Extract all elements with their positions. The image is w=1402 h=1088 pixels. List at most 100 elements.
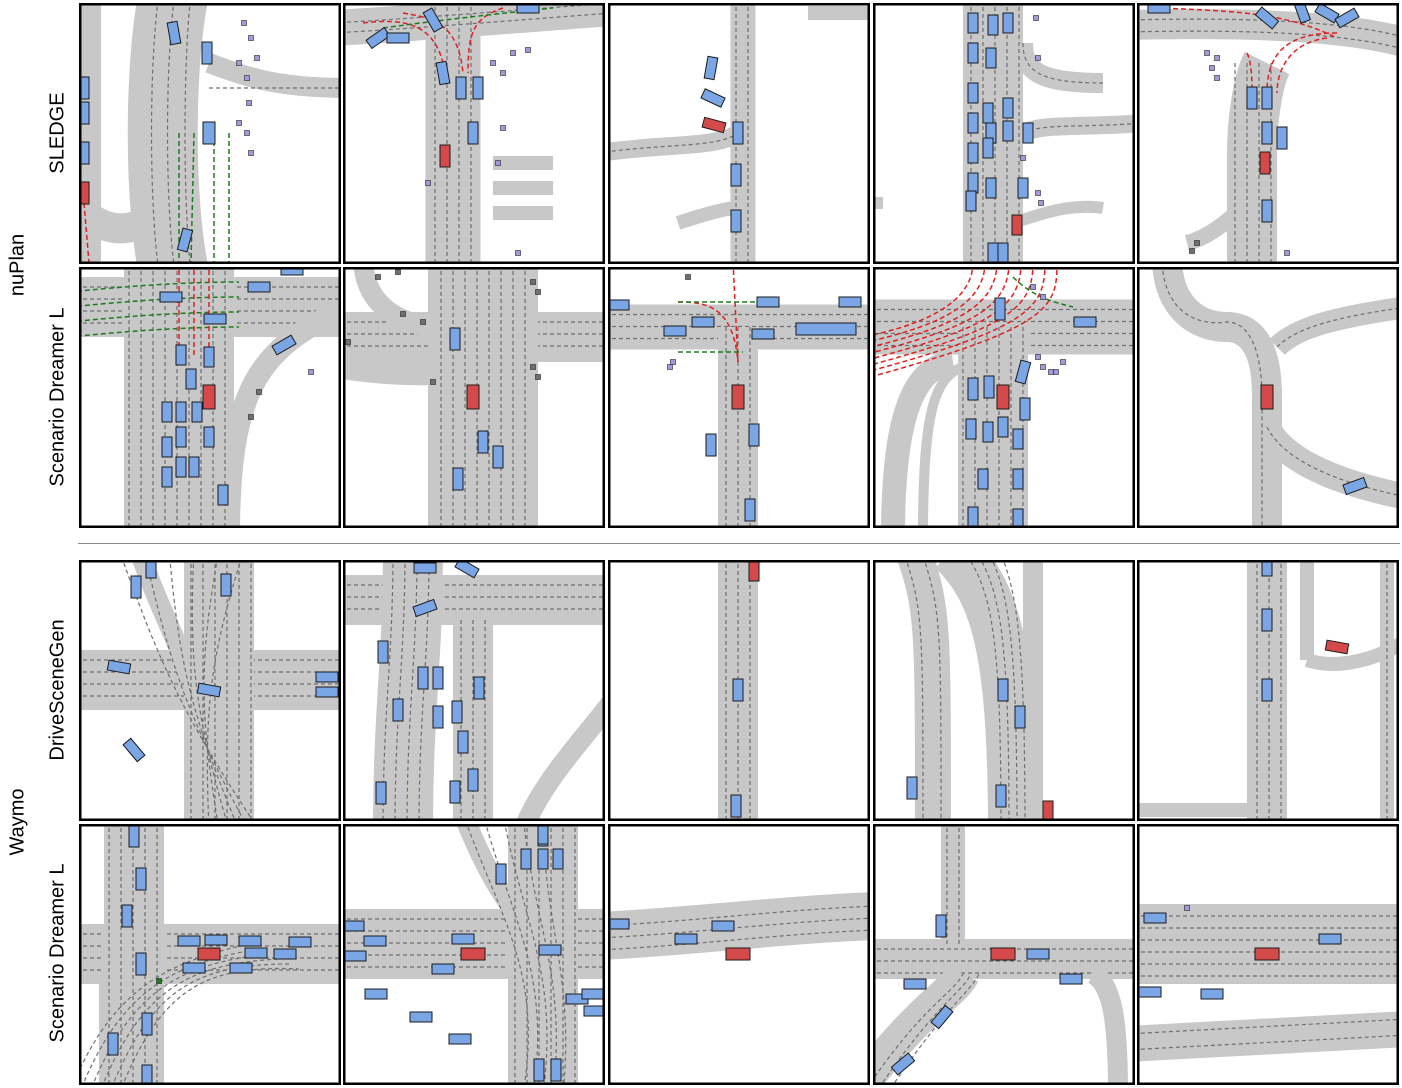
agent-vehicle: [1318, 933, 1342, 945]
red-route: [1246, 52, 1253, 94]
agent-vehicle: [435, 60, 451, 86]
agent-vehicle: [492, 445, 504, 469]
red-route: [1266, 32, 1338, 94]
agent-vehicle: [987, 242, 999, 264]
scene-tile-r4-c5: [1137, 824, 1399, 1085]
scene-tile-r2-c4: [873, 267, 1135, 528]
static-object: [1194, 240, 1200, 246]
road-segment: [1011, 200, 1104, 229]
agent-vehicle: [552, 848, 564, 870]
scene-content: [79, 824, 341, 1085]
tile-border: [1137, 560, 1399, 821]
agent-vehicle: [161, 466, 173, 488]
agent-vehicle: [135, 952, 147, 976]
agent-vehicle: [516, 3, 540, 14]
agent-vehicle: [141, 1012, 153, 1036]
agent-vehicle: [448, 1033, 472, 1045]
pedestrian: [525, 47, 531, 53]
scene-content: [873, 267, 1135, 528]
scene-content: [608, 267, 870, 528]
lane-centerline: [608, 929, 870, 951]
agent-vehicle: [392, 698, 404, 722]
agent-vehicle: [203, 346, 215, 368]
agent-vehicle: [472, 76, 484, 100]
ego-vehicle: [197, 947, 221, 961]
lane-centerline: [203, 560, 219, 821]
agent-vehicle: [128, 824, 140, 848]
tile-border: [608, 560, 870, 821]
static-object: [1189, 248, 1195, 254]
agent-vehicle: [451, 933, 475, 945]
road-segment: [1269, 297, 1399, 356]
tile-border: [1137, 3, 1399, 264]
red-route: [1276, 37, 1328, 94]
agent-vehicle: [583, 1005, 605, 1017]
agent-vehicle: [730, 209, 742, 233]
agent-vehicle: [1012, 428, 1024, 450]
agent-vehicle: [377, 640, 389, 664]
static-object: [535, 374, 541, 380]
agent-vehicle: [1002, 97, 1014, 119]
ego-vehicle: [202, 384, 216, 410]
tile-border: [873, 267, 1135, 528]
scene-tile-r4-c2: [343, 824, 605, 1085]
agent-vehicle: [409, 1011, 433, 1023]
agent-vehicle: [161, 401, 173, 423]
agent-vehicle: [79, 101, 90, 125]
agent-vehicle: [967, 112, 979, 134]
road-segment: [353, 267, 444, 337]
lane-centerline: [923, 560, 942, 821]
scene-tile-r3-c5: [1137, 560, 1399, 821]
agent-vehicle: [985, 47, 997, 69]
agent-vehicle: [930, 1004, 954, 1030]
lane-centerline: [466, 824, 529, 1085]
agent-vehicle: [315, 671, 339, 683]
pedestrian: [500, 125, 506, 131]
agent-vehicle: [449, 327, 461, 351]
agent-vehicle: [280, 267, 304, 276]
agent-vehicle: [1059, 973, 1083, 985]
scene-tile-r1-c5: [1137, 3, 1399, 264]
agent-vehicle: [982, 137, 994, 159]
agent-vehicle: [467, 121, 479, 145]
agent-vehicle: [375, 781, 387, 805]
scene-tile-r4-c1: [79, 824, 341, 1085]
lane-centerline: [991, 560, 1018, 821]
scene-tile-r2-c3: [608, 267, 870, 528]
agent-vehicle: [477, 430, 489, 454]
pedestrian: [236, 120, 242, 126]
agent-vehicle: [1261, 121, 1273, 145]
agent-vehicle: [203, 313, 227, 325]
agent-vehicle: [705, 433, 717, 457]
agent-vehicle: [145, 560, 157, 579]
road-segment: [881, 350, 956, 528]
agent-vehicle: [1334, 7, 1360, 29]
pedestrian: [1060, 359, 1066, 365]
red-route: [873, 267, 1058, 377]
road-segment: [1087, 965, 1128, 1085]
agent-vehicle: [748, 423, 760, 447]
lane-centerline: [92, 953, 270, 1085]
tile-border: [343, 3, 605, 264]
pedestrian: [248, 35, 254, 41]
tile-border: [873, 824, 1135, 1085]
scene-tile-r1-c3: [608, 3, 870, 264]
scene-content: [343, 560, 605, 821]
scene-tile-r1-c2: [343, 3, 605, 264]
lane-centerline: [82, 948, 260, 1085]
agent-vehicle: [175, 426, 187, 448]
green-route: [79, 326, 240, 337]
road-segment: [205, 53, 341, 98]
agent-vehicle: [1261, 678, 1273, 702]
tile-border: [79, 3, 341, 264]
agent-vehicle: [906, 776, 918, 800]
pedestrian: [1204, 50, 1210, 56]
ego-vehicle: [1254, 947, 1280, 961]
agent-vehicle: [244, 947, 268, 959]
agent-vehicle: [467, 768, 479, 792]
agent-vehicle: [182, 962, 206, 974]
pedestrian: [1209, 65, 1215, 71]
agent-vehicle: [795, 322, 857, 336]
agent-vehicle: [663, 325, 687, 337]
scene-tile-r2-c5: [1137, 267, 1399, 528]
